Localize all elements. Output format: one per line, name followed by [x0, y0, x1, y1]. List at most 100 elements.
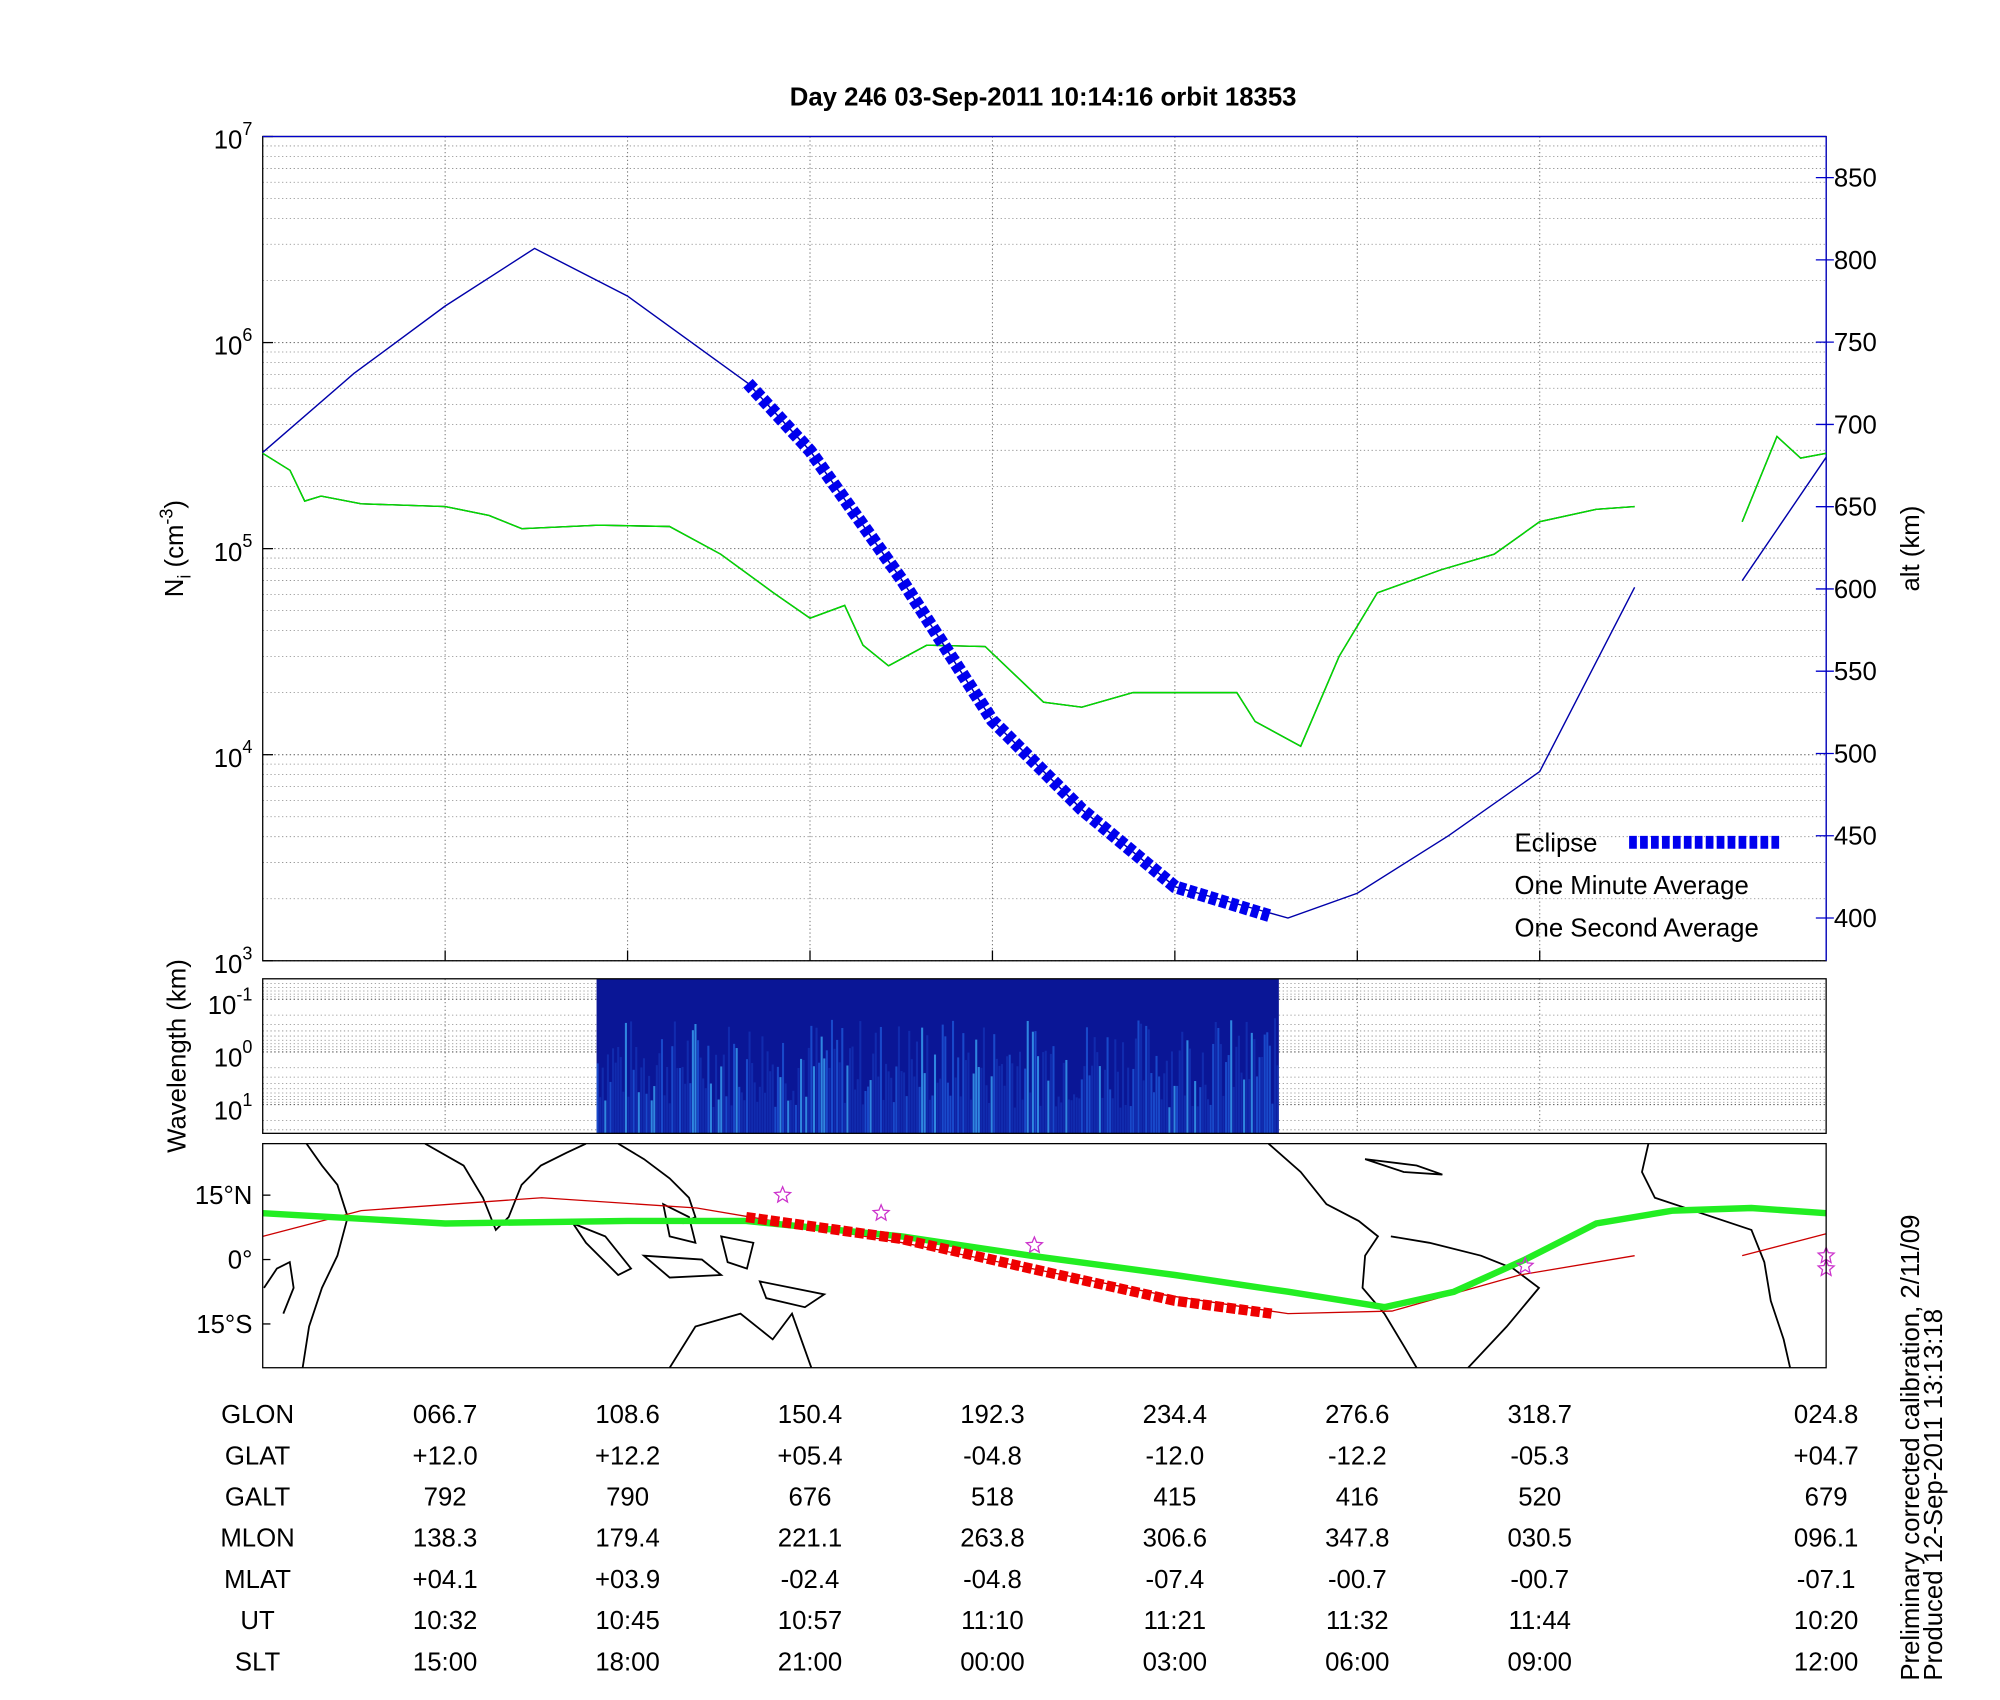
row-label: MLON: [220, 1525, 294, 1553]
spectrogram-streak: [882, 1099, 885, 1134]
table-cell: 10:32: [413, 1607, 477, 1635]
table-cell: 18:00: [595, 1648, 659, 1676]
spectrogram-streak: [1227, 1055, 1230, 1134]
coastlines: [263, 1143, 1791, 1368]
y-tick-label: 103: [214, 943, 253, 979]
table-cell: +04.7: [1794, 1442, 1859, 1470]
spectrogram-streak: [1230, 1020, 1233, 1134]
spectrogram-streak: [1067, 1099, 1070, 1134]
spectrogram-streak: [970, 1099, 973, 1134]
tick-exponent: 4: [242, 737, 252, 757]
spectrogram-streak: [995, 1058, 998, 1134]
track-line: [745, 1211, 1273, 1319]
spectrogram-streak: [1196, 1106, 1199, 1134]
y2-tick-label: 600: [1834, 576, 1877, 604]
spectrogram-streak: [1150, 1073, 1153, 1134]
spectrogram-streak: [975, 1039, 978, 1134]
spectrogram-streak: [1237, 1035, 1240, 1134]
spectrogram-streak: [1011, 1063, 1014, 1134]
spectrogram-streak: [1165, 1060, 1168, 1134]
table-cell: 416: [1336, 1484, 1379, 1512]
spectrogram-streak: [848, 1048, 852, 1134]
tick-exponent: 5: [242, 531, 252, 551]
spectrogram-streak: [1098, 1066, 1101, 1134]
spectrogram-streak: [810, 1025, 813, 1134]
spectrogram-streak: [1261, 1056, 1264, 1134]
spectrogram-streak: [1160, 1099, 1163, 1134]
spectrogram-streak: [784, 1083, 787, 1134]
spectrogram-streak: [1134, 1038, 1137, 1134]
spectrogram-streak: [843, 1102, 846, 1134]
spectrogram-streak: [1057, 1096, 1060, 1134]
spectrogram-streak: [766, 1051, 769, 1134]
legend-label: Eclipse: [1514, 829, 1597, 857]
spectrogram-streak: [1085, 1027, 1089, 1134]
spectrogram-streak: [776, 1066, 779, 1134]
station-star: [1024, 1235, 1044, 1254]
spectrogram-streak: [954, 1077, 957, 1134]
table-cell: 108.6: [595, 1401, 659, 1429]
table-cell: 11:10: [961, 1607, 1024, 1635]
table-cell: 12:00: [1794, 1648, 1858, 1676]
spectrogram-streak: [910, 1059, 913, 1134]
table-cell: 066.7: [413, 1401, 477, 1429]
note: Preliminary corrected calibration, 2/11/…: [1897, 1215, 1925, 1681]
spectrogram-streak: [1000, 1064, 1004, 1134]
tick-exponent: 3: [242, 943, 252, 963]
spectrogram-streak: [738, 1086, 741, 1134]
tick-base: 10: [214, 126, 243, 154]
table-cell: 10:57: [778, 1607, 842, 1635]
station-star: [871, 1203, 891, 1222]
spectrogram-streak: [684, 1083, 687, 1134]
table-cell: -04.8: [963, 1566, 1022, 1594]
table-cell: +12.2: [595, 1442, 660, 1470]
tick-exponent: 7: [242, 119, 252, 139]
spectrogram-streak: [993, 1034, 996, 1134]
spectrogram-streak: [964, 1060, 967, 1134]
spectrogram-streak: [1101, 1097, 1104, 1134]
spectrogram-streak: [1055, 1106, 1058, 1134]
spectrogram-streak: [761, 1036, 764, 1134]
spectrogram-streak: [988, 1102, 991, 1134]
y2-tick-label: 550: [1834, 658, 1877, 686]
spectrogram-streak: [650, 1100, 653, 1134]
spectrogram-streak: [1127, 1067, 1130, 1134]
spectrogram-streak: [823, 1058, 826, 1134]
table-cell: -07.1: [1797, 1566, 1856, 1594]
spectrogram-streak: [756, 1101, 759, 1134]
y-tick-label: 107: [214, 119, 253, 155]
spectrogram-streak: [838, 1062, 841, 1134]
spectrogram-streak: [841, 1028, 844, 1134]
tick-base: 10: [214, 539, 243, 567]
spectrogram-streak: [1106, 1037, 1109, 1134]
spectrogram-streak: [959, 1096, 962, 1134]
spectrogram-streak: [691, 1030, 694, 1134]
spectrogram-streak: [632, 1069, 635, 1134]
spectrogram-streak: [828, 1067, 831, 1134]
spectrogram-streak: [1129, 1106, 1132, 1134]
spectrogram-streak: [1034, 1031, 1037, 1134]
spectrogram-streak: [702, 1078, 705, 1134]
spectrogram-streak: [624, 1022, 627, 1134]
spectrogram-streak: [936, 1082, 939, 1134]
spectrogram-streak: [854, 1089, 857, 1134]
table-cell: 06:00: [1325, 1648, 1389, 1676]
spectrogram-streak: [1047, 1080, 1050, 1134]
spectrogram-streak: [1093, 1037, 1096, 1134]
spectrogram-streak: [1096, 1052, 1099, 1134]
spectrogram-streak: [697, 1040, 700, 1134]
spectrogram-streak: [1181, 1031, 1184, 1134]
table-cell: 679: [1805, 1484, 1848, 1512]
y2-tick-label: 700: [1834, 411, 1877, 439]
table-cell: 518: [971, 1484, 1014, 1512]
spectrogram-streak: [596, 1063, 599, 1134]
spectrogram-streak: [1114, 1039, 1117, 1134]
spectrogram-streak: [1062, 1062, 1065, 1134]
table-cell: -12.2: [1328, 1442, 1387, 1470]
spectrogram-streak: [1209, 1104, 1212, 1134]
row-label: SLT: [235, 1648, 281, 1676]
table-cell: 221.1: [778, 1525, 842, 1553]
spectrogram-streak: [730, 1105, 733, 1134]
spectrogram-streak: [771, 1064, 774, 1134]
row-label: GALT: [225, 1484, 291, 1512]
